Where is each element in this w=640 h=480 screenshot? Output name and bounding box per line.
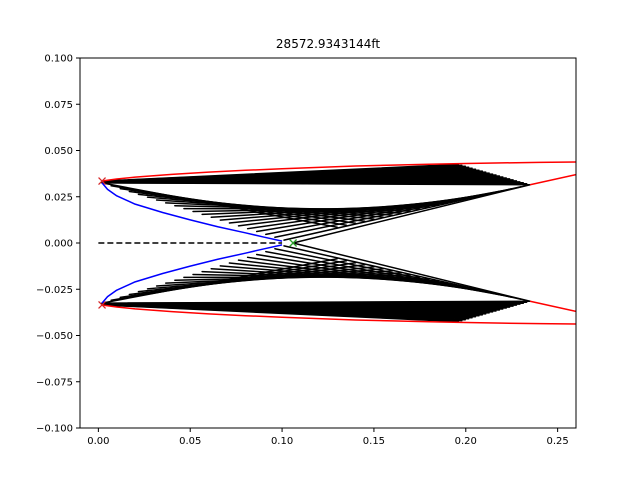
marker-layer xyxy=(98,177,298,309)
marker-start-lower xyxy=(98,301,107,309)
y-tick-label: 0.100 xyxy=(44,54,73,65)
chart-title: 28572.9343144ft xyxy=(276,37,380,51)
marker-start-upper-stroke-b xyxy=(98,177,107,185)
y-tick-label: 0.000 xyxy=(44,239,73,250)
y-axis: −0.100 −0.075 −0.050 −0.025 0.000 0.025 0.050 0… xyxy=(36,54,80,435)
characteristic-upper-a-0 xyxy=(292,183,531,244)
y-tick-label: −0.100 xyxy=(36,424,73,435)
y-tick-label: 0.050 xyxy=(44,146,73,157)
characteristic-upper-b-21 xyxy=(101,163,460,182)
x-tick-label: 0.25 xyxy=(546,436,568,447)
characteristic-upper-a-21 xyxy=(101,182,338,229)
series-exit-edge-lower xyxy=(529,300,576,313)
x-tick-label: 0.20 xyxy=(455,436,477,447)
x-tick-label: 0.05 xyxy=(179,436,201,447)
marker-throat xyxy=(289,239,298,247)
characteristic-lower-b-21 xyxy=(101,304,460,323)
y-tick-label: 0.075 xyxy=(44,100,73,111)
plot-area xyxy=(98,161,576,325)
y-tick-label: −0.025 xyxy=(36,285,73,296)
x-tick-label: 0.10 xyxy=(271,436,293,447)
characteristic-lower-a-21 xyxy=(101,257,338,304)
series-exit-edge-upper xyxy=(529,173,576,186)
series-outer-contour-upper xyxy=(101,161,576,182)
marker-start-lower-stroke-b xyxy=(98,301,107,309)
y-tick-label: −0.075 xyxy=(36,377,73,388)
x-axis: 0.00 0.05 0.10 0.15 0.20 0.25 xyxy=(87,428,569,447)
series-outer-contour-lower xyxy=(101,304,576,325)
y-tick-label: −0.050 xyxy=(36,331,73,342)
x-tick-label: 0.15 xyxy=(363,436,385,447)
marker-start-upper xyxy=(98,177,107,185)
series-inner-contour-lower xyxy=(101,244,283,304)
characteristic-lower-a-0 xyxy=(292,242,531,303)
y-tick-label: 0.025 xyxy=(44,192,73,203)
series-inner-contour-upper xyxy=(101,182,283,242)
x-tick-label: 0.00 xyxy=(87,436,109,447)
marker-throat-stroke-b xyxy=(289,239,298,247)
